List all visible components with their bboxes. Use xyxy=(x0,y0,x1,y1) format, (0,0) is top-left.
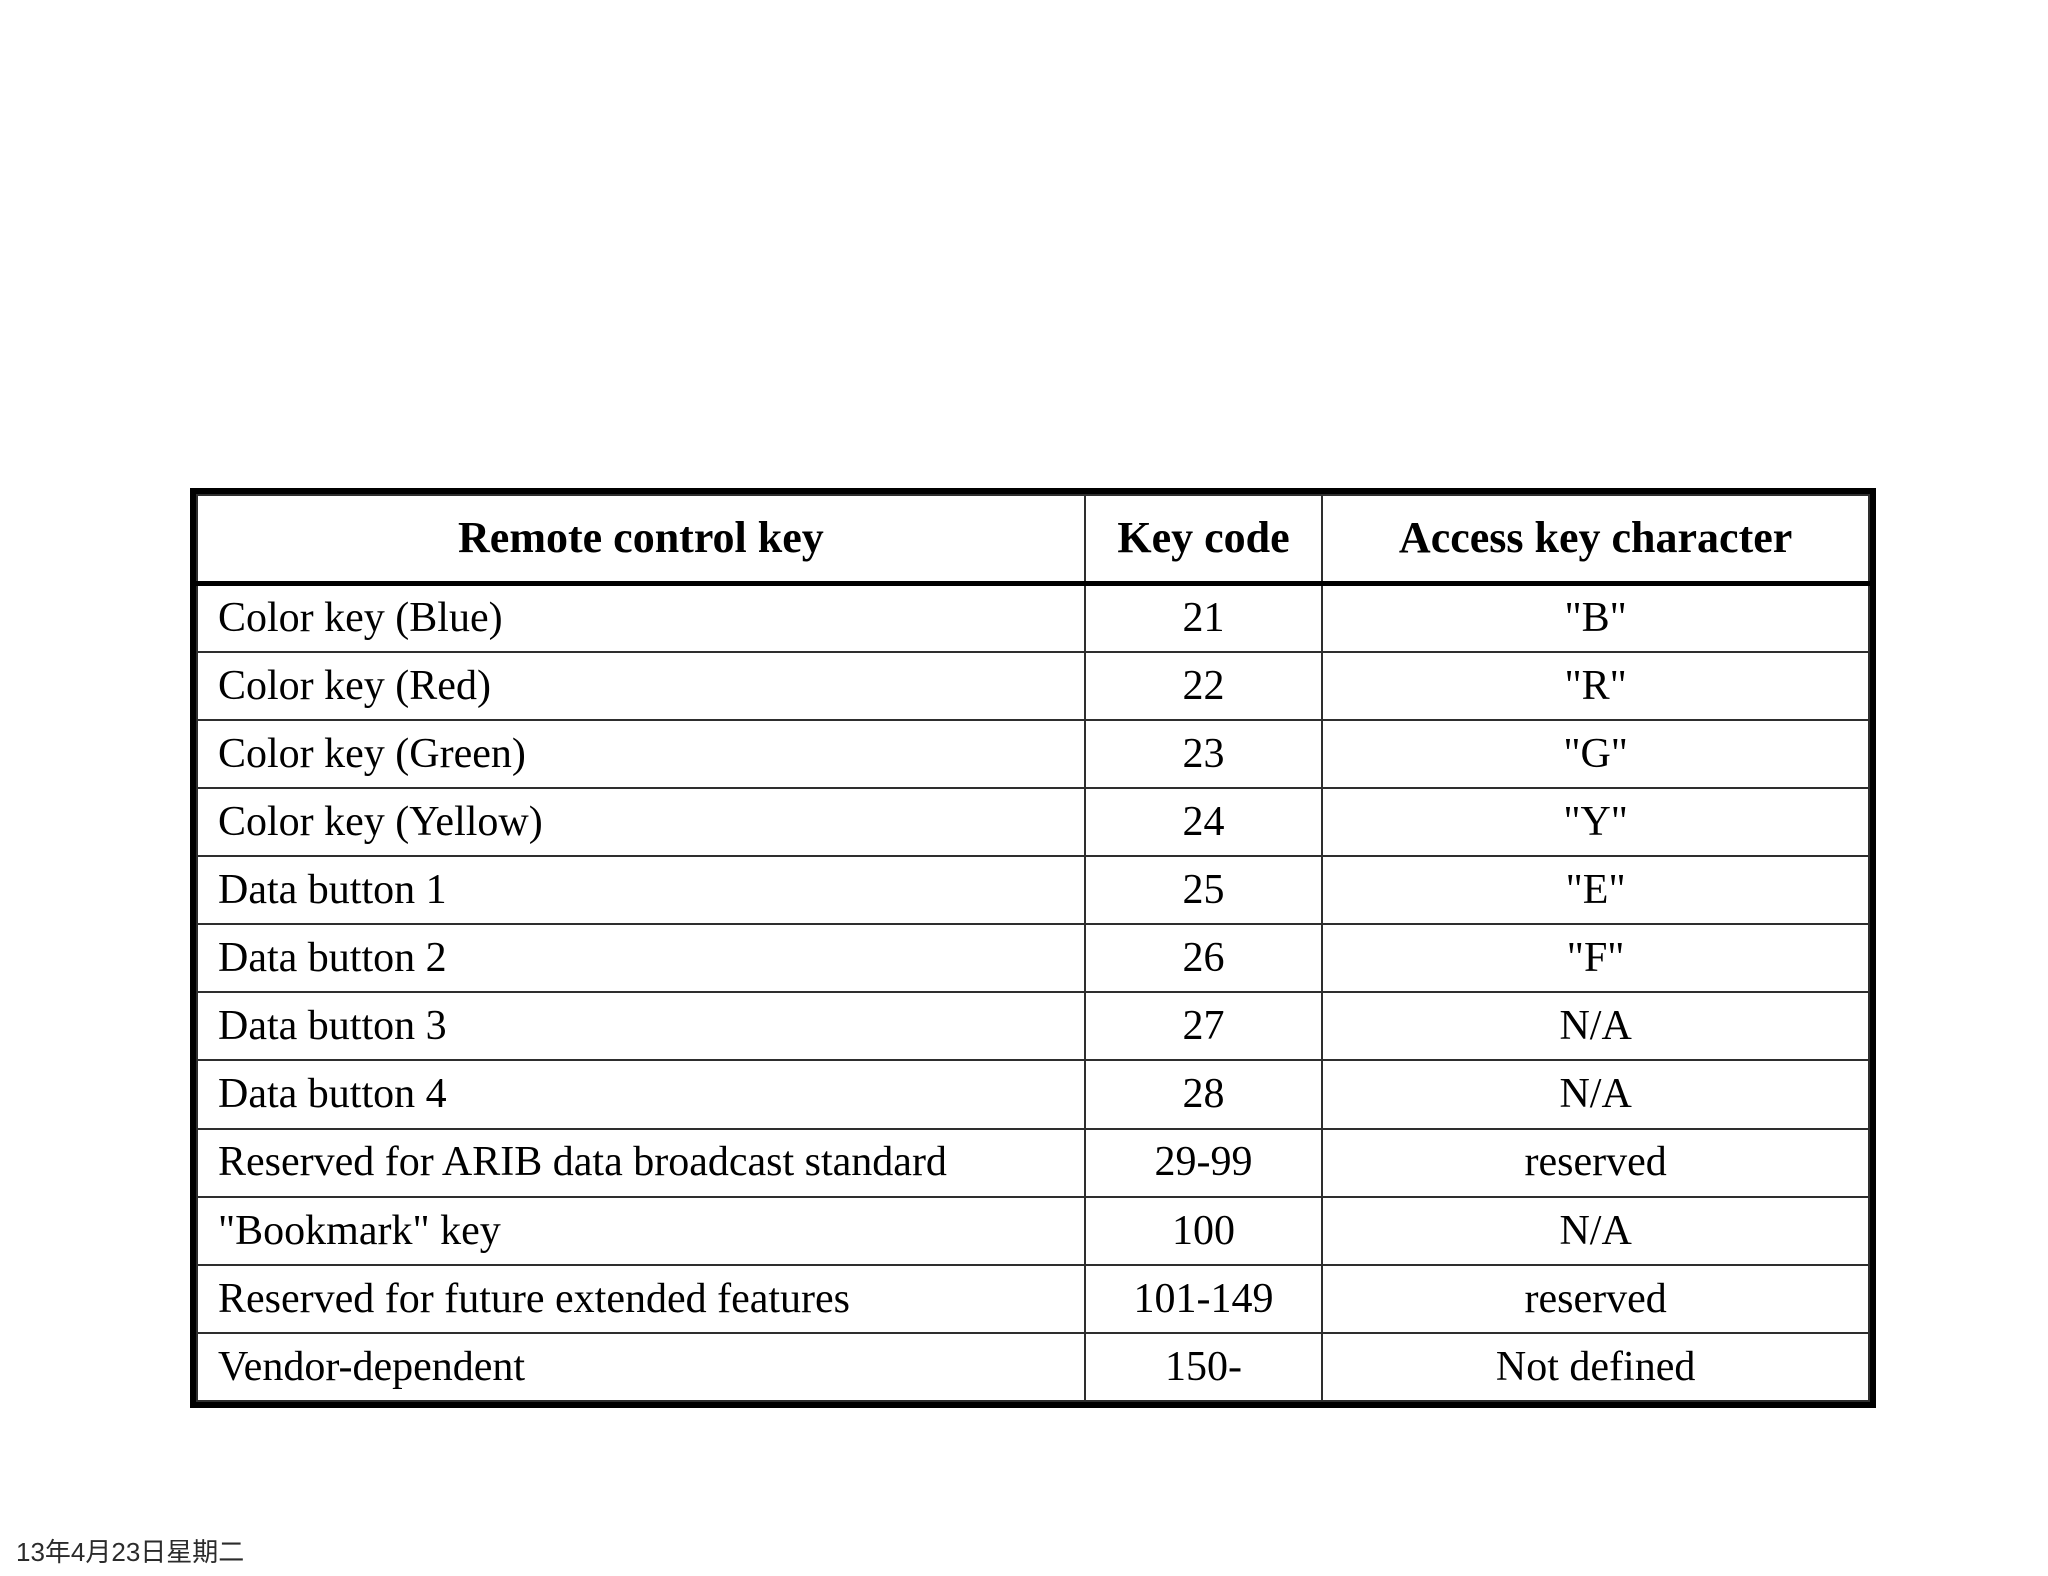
cell-key-code: 150- xyxy=(1083,1331,1324,1403)
table-row: Reserved for ARIB data broadcast standar… xyxy=(196,1127,1870,1198)
cell-remote-control-key: Data button 3 xyxy=(196,991,1086,1062)
column-header-key-code: Key code xyxy=(1083,494,1324,586)
cell-access-key-character: "E" xyxy=(1321,854,1870,926)
cell-key-code: 100 xyxy=(1083,1195,1324,1266)
cell-access-key-character: "R" xyxy=(1321,650,1870,721)
date-label: 13年4月23日星期二 xyxy=(16,1537,245,1567)
cell-key-code: 23 xyxy=(1083,718,1324,789)
table-header-row: Remote control key Key code Access key c… xyxy=(196,494,1870,586)
cell-remote-control-key: Data button 1 xyxy=(196,854,1086,926)
cell-access-key-character: N/A xyxy=(1321,1195,1870,1266)
cell-key-code: 24 xyxy=(1083,786,1324,858)
cell-remote-control-key: Color key (Red) xyxy=(196,650,1086,721)
cell-key-code: 28 xyxy=(1083,1059,1324,1130)
cell-remote-control-key: Vendor-dependent xyxy=(196,1331,1086,1403)
cell-access-key-character: "G" xyxy=(1321,718,1870,789)
cell-access-key-character: reserved xyxy=(1321,1263,1870,1334)
cell-remote-control-key: Reserved for future extended features xyxy=(196,1263,1086,1334)
column-header-access-key-character: Access key character xyxy=(1321,494,1870,586)
cell-access-key-character: "F" xyxy=(1321,923,1870,994)
cell-key-code: 22 xyxy=(1083,650,1324,721)
cell-key-code: 25 xyxy=(1083,854,1324,926)
cell-key-code: 27 xyxy=(1083,991,1324,1062)
cell-remote-control-key: Reserved for ARIB data broadcast standar… xyxy=(196,1127,1086,1198)
table-row: Reserved for future extended features 10… xyxy=(196,1263,1870,1334)
cell-remote-control-key: Color key (Yellow) xyxy=(196,786,1086,858)
cell-key-code: 101-149 xyxy=(1083,1263,1324,1334)
cell-access-key-character: N/A xyxy=(1321,1059,1870,1130)
cell-key-code: 26 xyxy=(1083,923,1324,994)
cell-remote-control-key: Data button 2 xyxy=(196,923,1086,994)
table-row: Vendor-dependent 150- Not defined xyxy=(196,1331,1870,1403)
cell-access-key-character: Not defined xyxy=(1321,1331,1870,1403)
column-header-remote-control-key: Remote control key xyxy=(196,494,1086,586)
cell-remote-control-key: Color key (Blue) xyxy=(196,582,1086,653)
table-row: Data button 2 26 "F" xyxy=(196,923,1870,994)
cell-access-key-character: "Y" xyxy=(1321,786,1870,858)
cell-access-key-character: N/A xyxy=(1321,991,1870,1062)
cell-remote-control-key: "Bookmark" key xyxy=(196,1195,1086,1266)
table-row: Data button 4 28 N/A xyxy=(196,1059,1870,1130)
cell-key-code: 21 xyxy=(1083,582,1324,653)
key-code-table: Remote control key Key code Access key c… xyxy=(196,494,1870,1403)
cell-key-code: 29-99 xyxy=(1083,1127,1324,1198)
table-row: Color key (Red) 22 "R" xyxy=(196,650,1870,721)
table-row: Color key (Green) 23 "G" xyxy=(196,718,1870,789)
cell-remote-control-key: Color key (Green) xyxy=(196,718,1086,789)
remote-control-key-table: Remote control key Key code Access key c… xyxy=(190,488,1876,1408)
cell-access-key-character: reserved xyxy=(1321,1127,1870,1198)
table-row: Data button 1 25 "E" xyxy=(196,854,1870,926)
table-row: "Bookmark" key 100 N/A xyxy=(196,1195,1870,1266)
cell-access-key-character: "B" xyxy=(1321,582,1870,653)
table-row: Color key (Blue) 21 "B" xyxy=(196,582,1870,653)
table-row: Data button 3 27 N/A xyxy=(196,991,1870,1062)
cell-remote-control-key: Data button 4 xyxy=(196,1059,1086,1130)
table-row: Color key (Yellow) 24 "Y" xyxy=(196,786,1870,858)
